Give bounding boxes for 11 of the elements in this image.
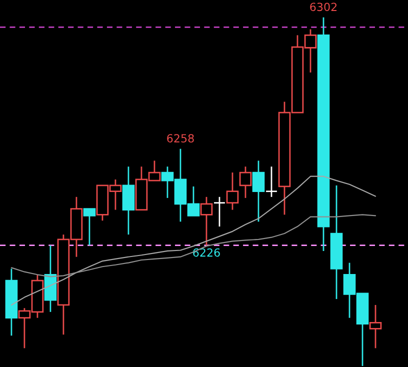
- candlestick: [213, 196, 226, 228]
- annotation: 6226: [193, 248, 220, 257]
- candlestick: [83, 208, 96, 246]
- annotation: 6258: [167, 134, 194, 142]
- candlestick: [252, 160, 265, 222]
- candlestick: [265, 166, 278, 198]
- annotation: 6302: [310, 2, 337, 12]
- candlestick: [369, 304, 382, 349]
- candlestick: [226, 172, 239, 211]
- candlestick: [200, 196, 213, 246]
- candlestick: [239, 166, 252, 199]
